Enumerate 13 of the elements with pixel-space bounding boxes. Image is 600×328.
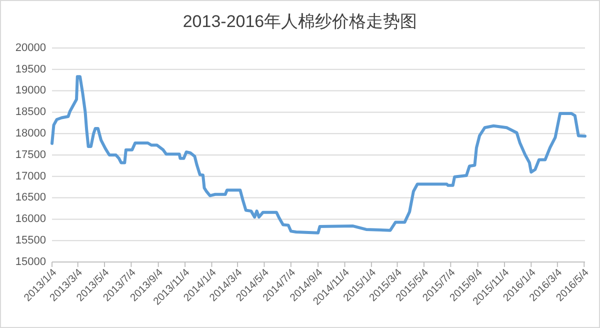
chart-title: 2013-2016年人棉纱价格走势图 bbox=[182, 12, 418, 31]
y-tick-label: 19500 bbox=[15, 63, 46, 76]
y-tick-label: 15000 bbox=[15, 256, 46, 268]
y-tick-label: 17000 bbox=[15, 170, 46, 182]
y-tick-label: 19000 bbox=[15, 84, 46, 97]
line-series bbox=[50, 75, 586, 234]
y-tick-label: 20000 bbox=[15, 42, 46, 54]
y-tick-label: 15500 bbox=[15, 234, 46, 247]
y-tick-label: 16500 bbox=[15, 192, 46, 204]
y-tick-label: 17500 bbox=[15, 148, 46, 161]
y-tick-label: 18000 bbox=[15, 128, 46, 140]
y-tick-label: 16000 bbox=[15, 213, 46, 226]
y-tick-label: 18500 bbox=[15, 106, 46, 118]
